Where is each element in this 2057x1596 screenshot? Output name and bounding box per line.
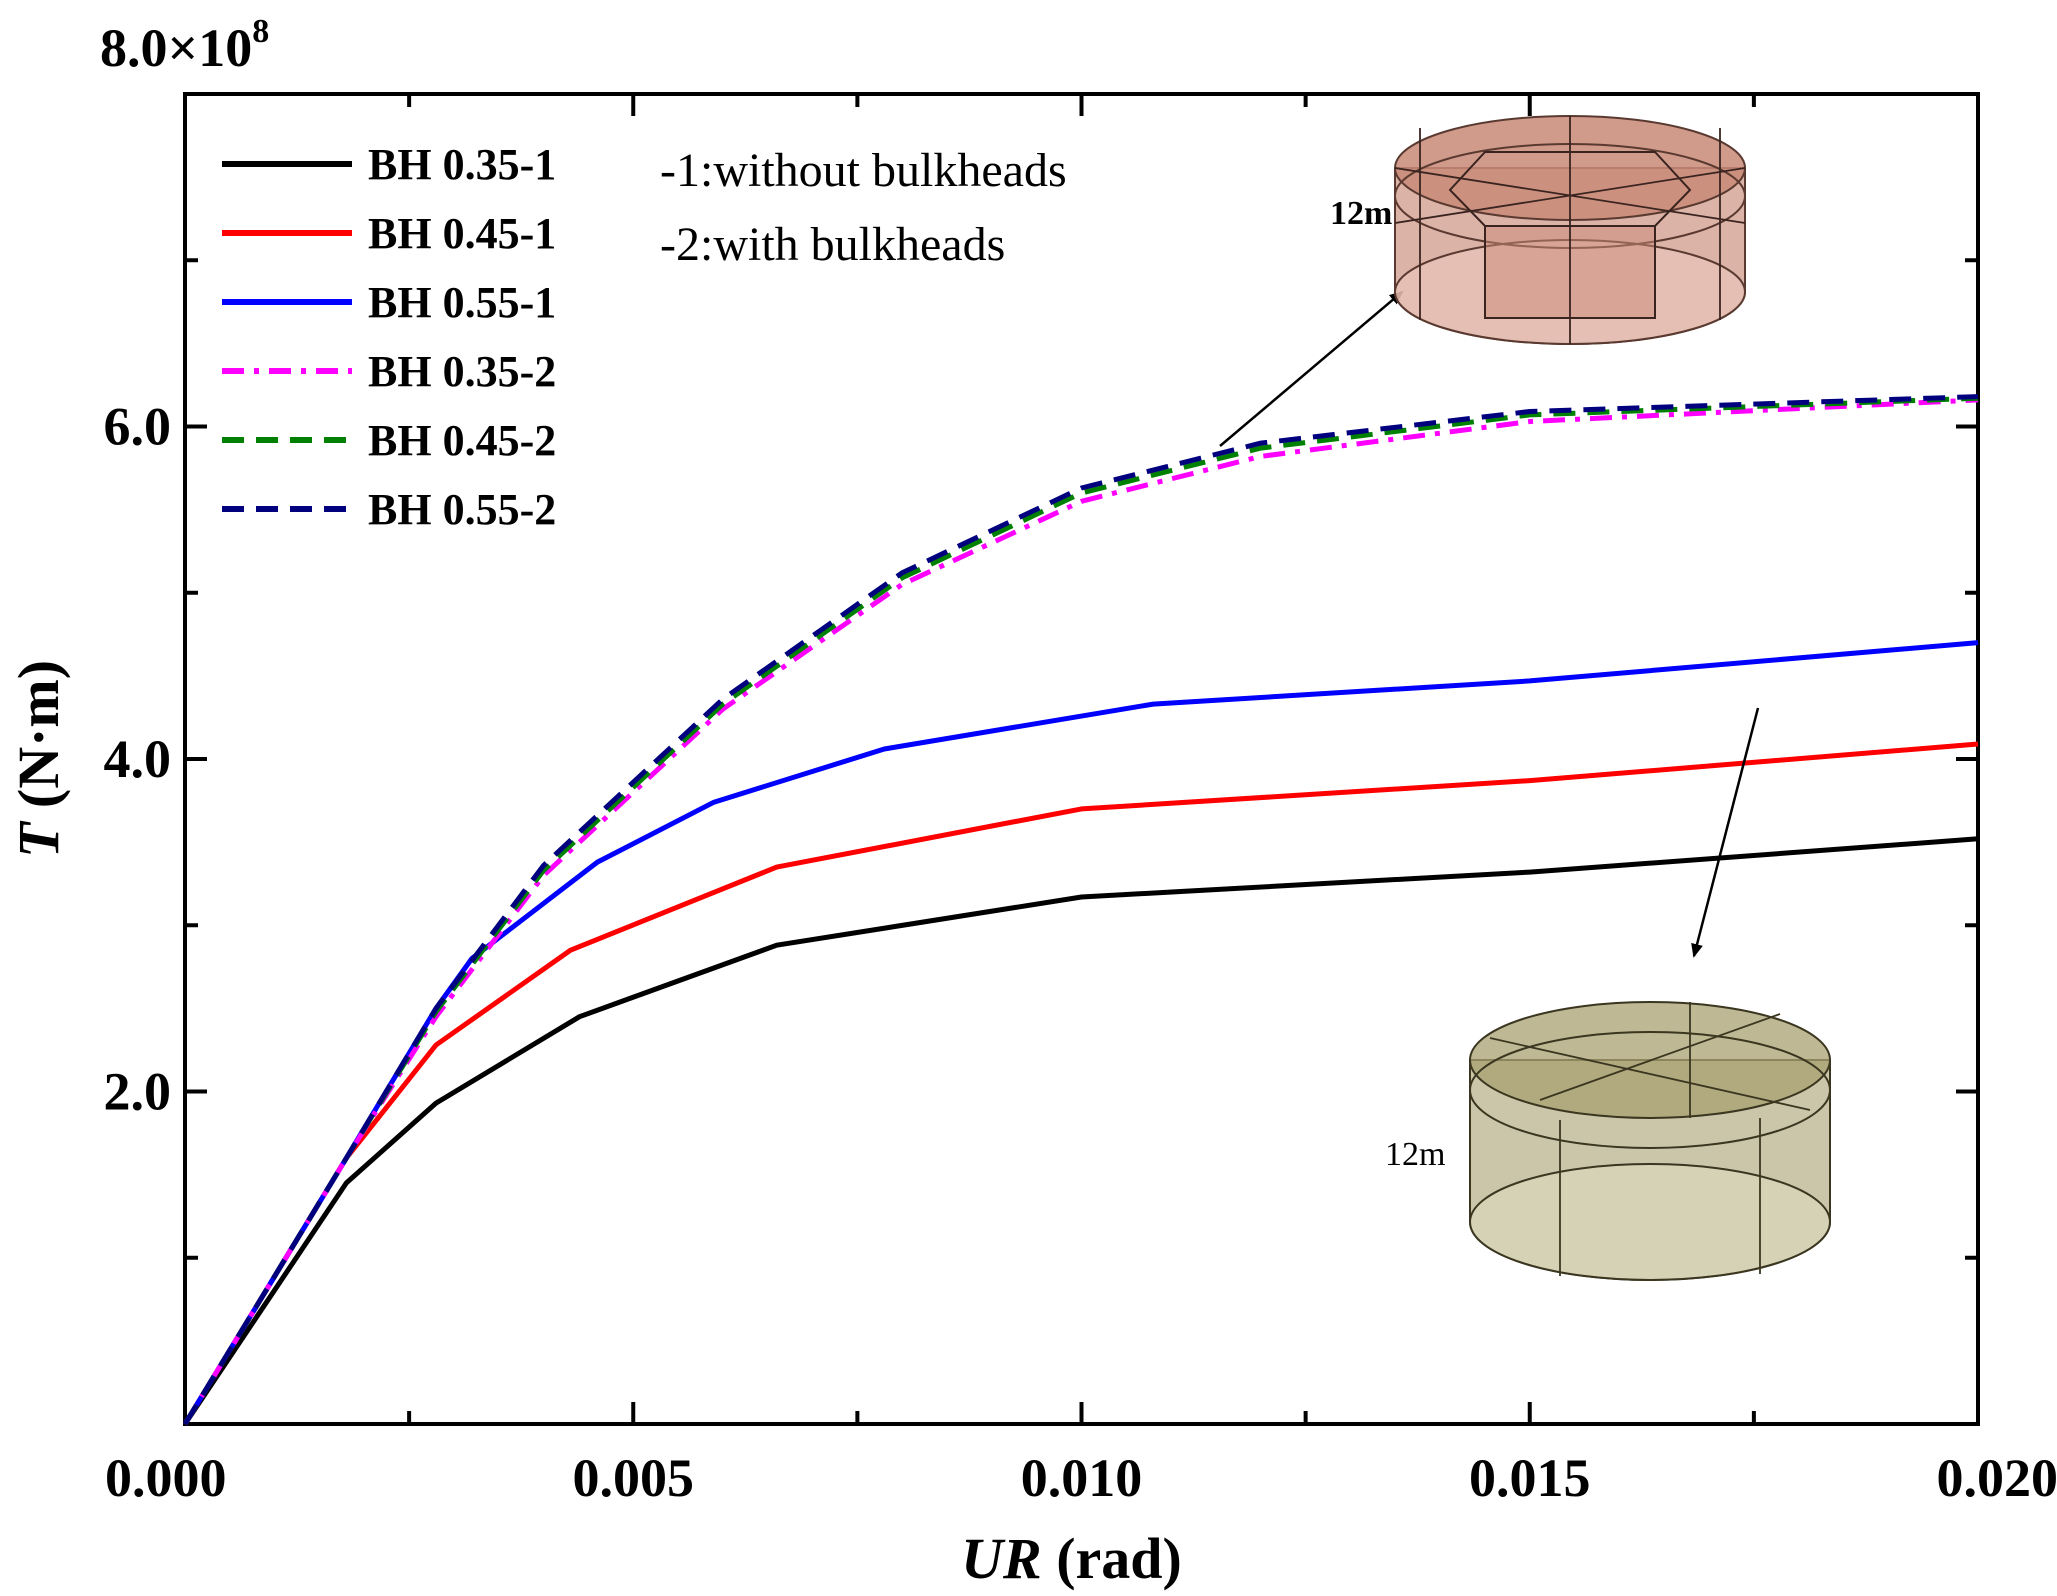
- legend-label: BH 0.55-1: [368, 278, 556, 327]
- x-axis-label: UR (rad): [961, 1526, 1182, 1591]
- series-line-bh-0-35-1: [182, 836, 1979, 1426]
- series-line-bh-0-45-1: [182, 741, 1979, 1426]
- x-tick-label: 0.020: [1937, 1448, 2057, 1508]
- legend-label: BH 0.55-2: [368, 485, 556, 534]
- y-tick-label: 4.0: [104, 729, 172, 789]
- y-tick-label: 6.0: [104, 397, 172, 457]
- plot-layer: [183, 92, 1980, 1426]
- legend: BH 0.35-1 BH 0.45-1 BH 0.55-1 BH 0.35-2 BH 0…: [222, 140, 556, 534]
- x-tick-label: 0.000: [105, 1448, 227, 1508]
- y-scale-label: 8.0×108: [100, 13, 269, 78]
- x-tick-label: 0.015: [1469, 1448, 1591, 1508]
- y-tick-label: 2.0: [104, 1062, 172, 1122]
- annotation-with-bulkheads: -2:with bulkheads: [660, 218, 1005, 271]
- legend-label: BH 0.35-1: [368, 140, 556, 189]
- annotation-without-bulkheads: -1:without bulkheads: [660, 144, 1067, 197]
- tank-bottom-base: [1469, 1163, 1831, 1281]
- legend-label: BH 0.45-1: [368, 209, 556, 258]
- tank-edge: [1539, 1013, 1781, 1101]
- x-tick-label: 0.010: [1021, 1448, 1143, 1508]
- x-axis-label-unit: (rad): [1042, 1526, 1182, 1591]
- legend-label: BH 0.35-2: [368, 347, 556, 396]
- y-axis-label-unit: (N·m): [6, 660, 71, 823]
- axis-labels: 0.000 0.005 0.010 0.015 0.020 2.0 4.0 6.0 8.0×10…: [6, 13, 2057, 1591]
- legend-label: BH 0.45-2: [368, 416, 556, 465]
- y-axis-label: T (N·m): [6, 660, 71, 858]
- y-axis-label-italic: T: [6, 820, 71, 858]
- series-line-bh-0-55-1: [182, 640, 1979, 1426]
- tank-bottom-rim: [1469, 1031, 1831, 1149]
- x-tick-label: 0.005: [573, 1448, 695, 1508]
- x-axis-label-italic: UR: [961, 1526, 1042, 1591]
- series-layer: [182, 394, 1979, 1426]
- tank-illustrations: 12m 12m: [1219, 115, 1831, 1281]
- dimension-label-top: 12m: [1330, 195, 1392, 232]
- tank-edge: [1489, 1037, 1811, 1111]
- series-line-bh-0-45-2: [182, 395, 1979, 1426]
- arrow-to-plain-tank: [1691, 707, 1760, 958]
- tank-with-bulkheads-illustration: 12m: [1330, 115, 1746, 345]
- tank-without-bulkheads-illustration: 12m: [1385, 1001, 1831, 1281]
- series-line-bh-0-55-2: [182, 394, 1979, 1426]
- arrow-to-bulkhead-tank: [1219, 290, 1404, 447]
- dimension-label-bottom: 12m: [1385, 1136, 1445, 1173]
- y-scale-exponent: 8: [252, 13, 269, 50]
